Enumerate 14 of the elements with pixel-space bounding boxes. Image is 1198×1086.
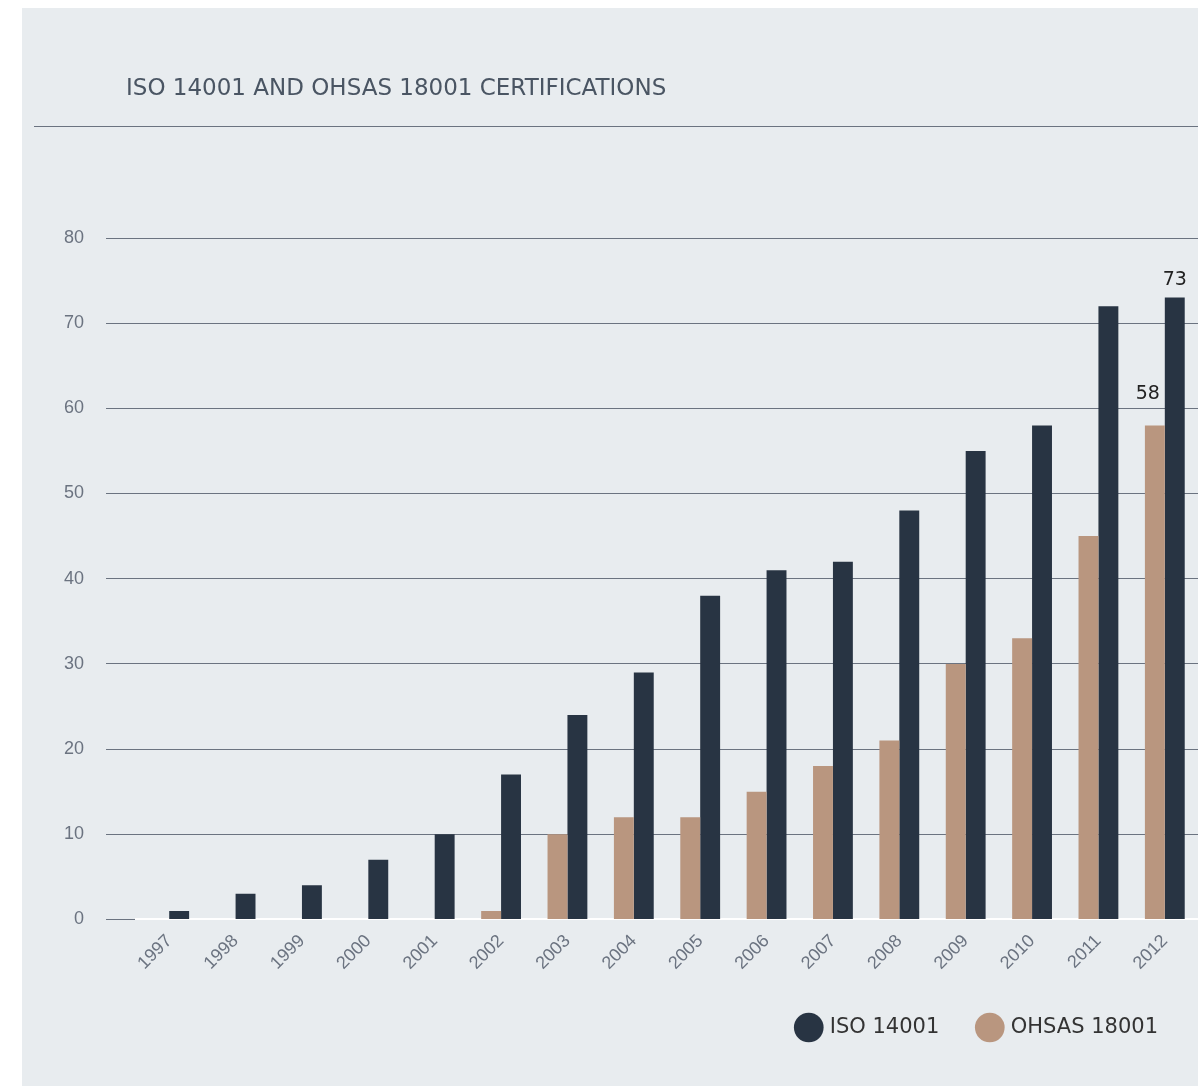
y-tick-label: 20: [63, 738, 85, 759]
chart-title: ISO 14001 AND OHSAS 18001 CERTIFICATIONS: [126, 74, 667, 100]
y-tick-label: 0: [74, 908, 85, 929]
y-tick-label: 40: [63, 567, 85, 588]
data-label: 73: [1162, 267, 1187, 290]
data-label: 58: [1135, 380, 1160, 403]
legend-label: OHSAS 18001: [1010, 1013, 1158, 1038]
y-tick-label: 30: [63, 652, 85, 673]
y-tick-label: 70: [63, 312, 85, 333]
y-tick-label: 50: [63, 482, 85, 503]
y-tick-label: 60: [63, 397, 85, 418]
legend-label: ISO 14001: [829, 1013, 940, 1038]
y-tick-label: 80: [63, 226, 85, 247]
y-tick-label: 10: [63, 823, 85, 844]
